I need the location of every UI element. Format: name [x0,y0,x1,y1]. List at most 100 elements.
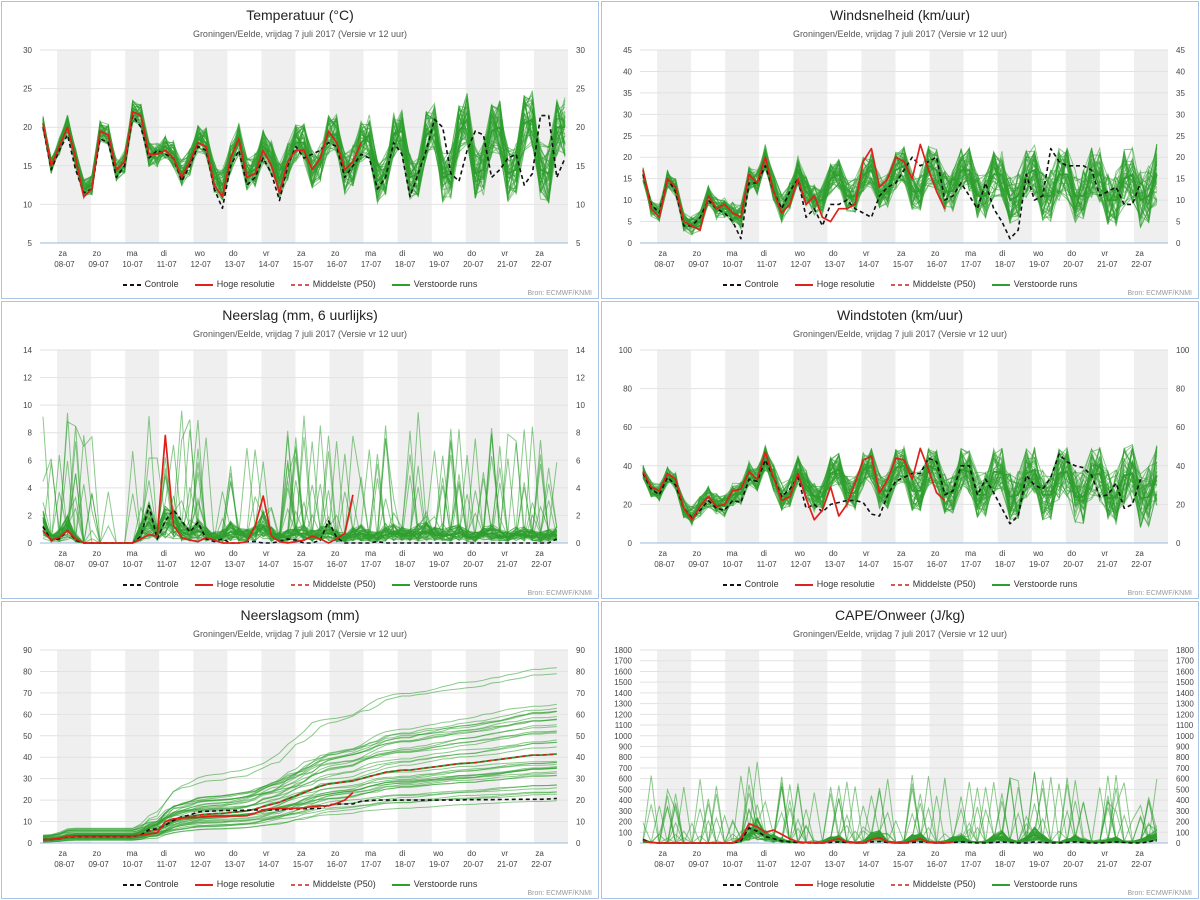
x-tick-day: wo [1032,549,1044,558]
legend-item-control[interactable]: Controle [722,879,779,889]
chart-title: CAPE/Onweer (J/kg) [835,607,965,623]
y-tick-label-left: 40 [23,753,32,762]
y-tick-label-right: 0 [576,839,581,848]
x-tick-day: di [399,849,405,858]
y-tick-label-left: 15 [623,175,632,184]
x-tick-day: di [399,549,405,558]
x-tick-date: 14-07 [259,560,280,569]
legend-item-control[interactable]: Controle [722,579,779,589]
shade-band [57,650,92,843]
x-tick-date: 19-07 [1029,260,1050,269]
shade-band [125,650,160,843]
source-label: Bron: ECMWF/KNMI [527,290,592,297]
x-axis: za 08-07 zo 09-07 ma 10-07 di 11-07 wo 12-07 do 13-… [640,842,1168,869]
y-tick-label-right: 10 [576,200,585,209]
x-tick-day: za [535,249,544,258]
legend-label: Middelste (P50) [912,279,976,289]
legend-item-hires[interactable]: Hoge resolutie [794,879,875,889]
x-tick-date: 12-07 [191,260,212,269]
x-tick-date: 16-07 [927,860,948,869]
legend-item-control[interactable]: Controle [722,279,779,289]
chart-windspeed: 0 0 5 5 10 10 15 15 20 20 25 25 30 30 35 35 40 40 45 45 za 08… [623,46,1185,269]
x-tick-date: 22-07 [531,860,552,869]
y-tick-label-left: 10 [623,196,632,205]
x-tick-day: vr [1101,549,1108,558]
legend-label: Middelste (P50) [312,579,376,589]
legend-item-hires[interactable]: Hoge resolutie [794,579,875,589]
y-tick-label-left: 700 [619,764,633,773]
x-tick-date: 08-07 [654,860,675,869]
x-tick-date: 22-07 [531,260,552,269]
y-tick-label-left: 1000 [614,732,632,741]
x-tick-day: wo [432,549,444,558]
y-tick-label-right: 60 [576,710,585,719]
y-tick-label-left: 800 [619,753,633,762]
y-tick-label-left: 0 [28,839,33,848]
y-tick-label-left: 5 [28,239,33,248]
y-tick-label-right: 10 [1176,196,1185,205]
legend-item-ensemble[interactable]: Verstoorde runs [391,579,477,589]
legend-label: Hoge resolutie [216,279,275,289]
x-tick-day: wo [432,849,444,858]
x-tick-date: 21-07 [497,860,518,869]
y-tick-label-right: 1500 [1176,678,1194,687]
x-tick-date: 17-07 [361,260,382,269]
y-tick-label-right: 600 [1176,775,1190,784]
legend-item-ensemble[interactable]: Verstoorde runs [991,579,1077,589]
ensemble-member-line [42,787,557,841]
legend-item-hires[interactable]: Hoge resolutie [194,279,275,289]
legend-swatch [122,883,141,886]
x-tick-day: do [229,849,238,858]
legend-item-hires[interactable]: Hoge resolutie [194,579,275,589]
y-tick-label-right: 40 [1176,67,1185,76]
x-tick-day: zo [93,849,102,858]
x-tick-day: di [761,249,767,258]
x-tick-date: 17-07 [961,260,982,269]
legend-item-ensemble[interactable]: Verstoorde runs [391,879,477,889]
legend-item-median[interactable]: Middelste (P50) [890,579,976,589]
hires-line [642,447,946,521]
legend-item-control[interactable]: Controle [122,279,179,289]
y-tick-label-right: 200 [1176,818,1190,827]
y-tick-label-left: 20 [23,123,32,132]
legend-item-hires[interactable]: Hoge resolutie [194,879,275,889]
legend-item-ensemble[interactable]: Verstoorde runs [991,879,1077,889]
x-tick-date: 13-07 [225,560,246,569]
y-tick-label-right: 1300 [1176,700,1194,709]
legend-item-median[interactable]: Middelste (P50) [890,879,976,889]
legend-label: Hoge resolutie [216,579,275,589]
legend-item-median[interactable]: Middelste (P50) [290,279,376,289]
y-tick-label-left: 15 [23,162,32,171]
y-tick-label-right: 60 [1176,423,1185,432]
source-label: Bron: ECMWF/KNMI [1127,590,1192,597]
y-tick-label-left: 70 [23,689,32,698]
ensemble-member-line [42,673,557,838]
y-tick-label-left: 10 [23,818,32,827]
y-tick-label-right: 70 [576,689,585,698]
x-tick-date: 15-07 [293,260,314,269]
x-tick-date: 17-07 [361,860,382,869]
legend-item-hires[interactable]: Hoge resolutie [794,279,875,289]
x-tick-day: wo [794,549,806,558]
x-tick-date: 18-07 [395,860,416,869]
legend-label: Controle [144,879,179,889]
legend-item-ensemble[interactable]: Verstoorde runs [391,279,477,289]
y-tick-label-right: 4 [576,484,581,493]
x-tick-date: 11-07 [157,560,177,569]
x-tick-day: di [161,849,167,858]
chart-subtitle: Groningen/Eelde, vrijdag 7 juli 2017 (Ve… [192,29,408,39]
x-tick-day: za [659,549,668,558]
legend-item-median[interactable]: Middelste (P50) [290,879,376,889]
y-tick-label-left: 25 [23,85,32,94]
y-tick-label-left: 20 [623,153,632,162]
y-tick-label-right: 1800 [1176,646,1194,655]
legend-item-ensemble[interactable]: Verstoorde runs [991,279,1077,289]
legend-item-median[interactable]: Middelste (P50) [290,579,376,589]
legend-item-control[interactable]: Controle [122,879,179,889]
hires-line [42,110,362,198]
x-tick-date: 10-07 [122,860,143,869]
y-tick-label-right: 25 [1176,132,1185,141]
legend-item-control[interactable]: Controle [122,579,179,589]
x-tick-day: za [59,249,68,258]
legend-item-median[interactable]: Middelste (P50) [890,279,976,289]
